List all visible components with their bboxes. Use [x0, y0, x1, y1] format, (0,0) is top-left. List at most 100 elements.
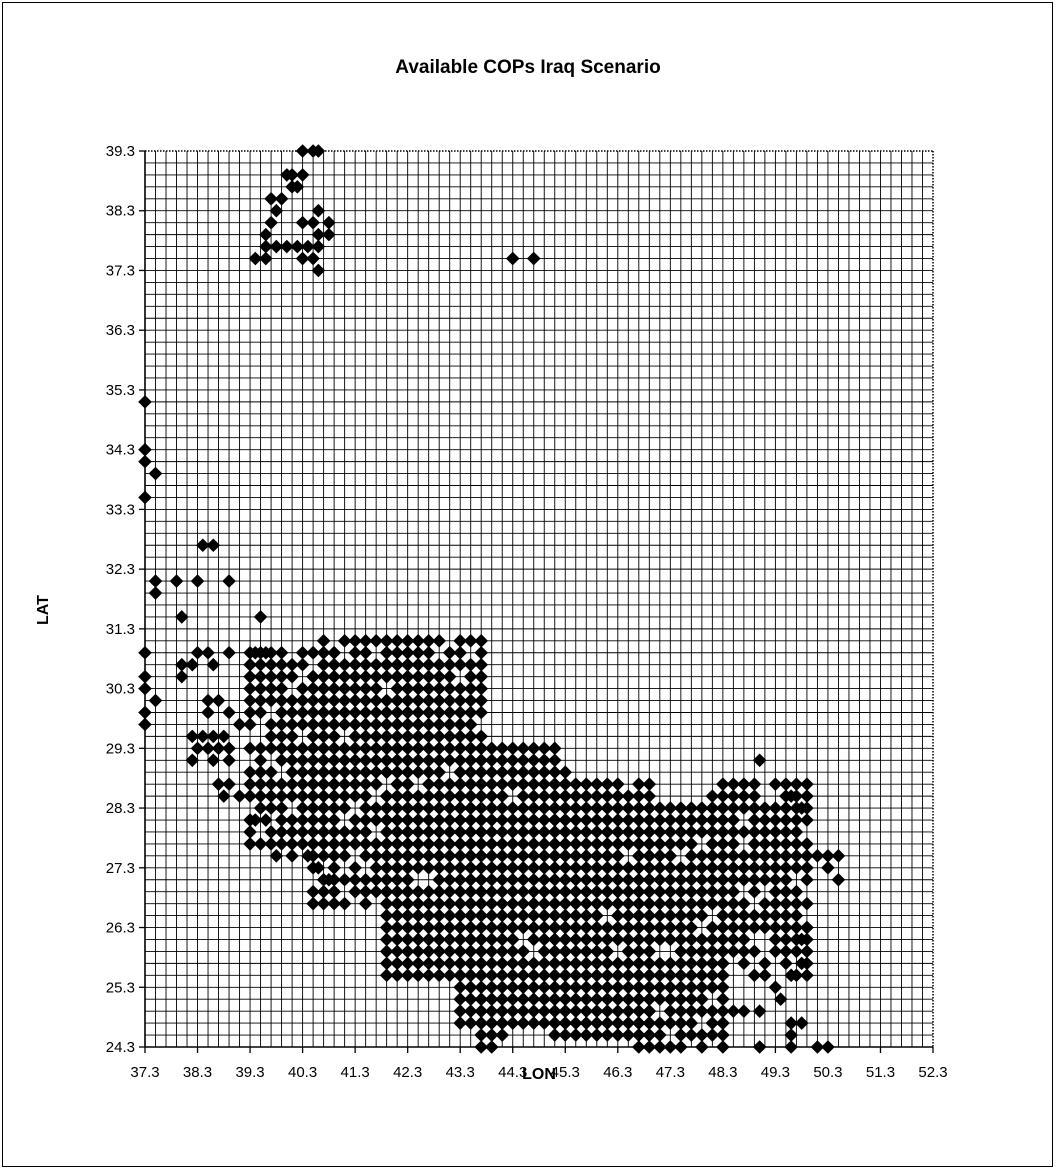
- data-point: [421, 825, 436, 839]
- data-point: [789, 837, 804, 851]
- data-point: [589, 872, 604, 887]
- x-tick-label: 39.3: [235, 1064, 264, 1081]
- data-point: [716, 1016, 730, 1030]
- data-point: [453, 705, 467, 720]
- data-point: [390, 872, 404, 887]
- data-point: [290, 239, 305, 254]
- data-point: [358, 837, 373, 851]
- data-point: [611, 884, 625, 899]
- data-point: [632, 825, 646, 839]
- data-point: [411, 920, 425, 935]
- data-point: [537, 789, 552, 803]
- data-point: [516, 896, 531, 911]
- data-point: [653, 1028, 667, 1042]
- data-point: [148, 574, 163, 588]
- data-point: [484, 1004, 499, 1018]
- data-point: [752, 753, 767, 768]
- data-point: [632, 884, 646, 899]
- data-point: [379, 753, 394, 768]
- data-point: [400, 753, 415, 768]
- x-tick-label: 48.3: [708, 1064, 737, 1081]
- data-point: [222, 705, 236, 720]
- data-point: [421, 932, 436, 947]
- data-point: [737, 1004, 751, 1018]
- data-point: [705, 944, 720, 959]
- data-point: [621, 920, 636, 935]
- data-point: [484, 813, 499, 827]
- data-point: [421, 657, 436, 672]
- data-point: [337, 634, 352, 648]
- data-point: [642, 861, 657, 875]
- data-point: [505, 753, 520, 768]
- data-point: [390, 645, 404, 660]
- data-point: [526, 753, 541, 768]
- data-point: [348, 693, 362, 708]
- data-point: [442, 693, 457, 708]
- data-point: [306, 645, 320, 660]
- data-point: [463, 741, 478, 756]
- data-point: [505, 932, 520, 947]
- data-point: [752, 1004, 767, 1018]
- data-point: [611, 1016, 625, 1030]
- data-point: [453, 825, 467, 839]
- data-point: [537, 956, 552, 971]
- data-point: [295, 753, 310, 768]
- data-point: [800, 801, 814, 815]
- data-point: [322, 227, 336, 242]
- data-point: [358, 849, 373, 863]
- data-point: [453, 1004, 467, 1018]
- data-point: [726, 777, 741, 791]
- data-point: [337, 717, 352, 732]
- data-point: [505, 992, 520, 1007]
- data-point: [484, 825, 499, 839]
- data-point: [358, 777, 373, 791]
- data-point: [243, 717, 257, 732]
- data-point: [379, 693, 394, 708]
- data-point: [463, 849, 478, 863]
- data-point: [348, 753, 362, 768]
- data-point: [516, 992, 531, 1007]
- data-point: [537, 884, 552, 899]
- data-point: [537, 741, 552, 756]
- data-point: [495, 849, 510, 863]
- data-point: [358, 634, 373, 648]
- data-point: [411, 944, 425, 959]
- data-point: [453, 741, 467, 756]
- data-point: [316, 777, 331, 791]
- data-point: [642, 884, 657, 899]
- data-point: [484, 956, 499, 971]
- data-point: [379, 920, 394, 935]
- data-point: [474, 884, 489, 899]
- data-point: [169, 574, 184, 588]
- data-point: [684, 1004, 699, 1018]
- data-point: [611, 1028, 625, 1042]
- data-point: [495, 980, 510, 995]
- data-point: [337, 872, 352, 887]
- data-point: [663, 956, 678, 971]
- data-point: [726, 837, 741, 851]
- data-point: [526, 251, 541, 266]
- data-point: [579, 872, 594, 887]
- data-point: [526, 980, 541, 995]
- data-point: [390, 765, 404, 780]
- x-tick-label: 43.3: [446, 1064, 475, 1081]
- data-point: [400, 956, 415, 971]
- data-point: [274, 681, 289, 696]
- data-point: [674, 968, 688, 983]
- data-point: [484, 777, 499, 791]
- data-point: [148, 586, 163, 600]
- data-point: [432, 861, 446, 875]
- data-point: [758, 956, 772, 971]
- data-point: [558, 956, 573, 971]
- data-point: [484, 932, 499, 947]
- data-point: [453, 896, 467, 911]
- data-point: [190, 645, 205, 660]
- data-point: [684, 813, 699, 827]
- data-point: [526, 992, 541, 1007]
- data-point: [621, 944, 636, 959]
- data-point: [579, 944, 594, 959]
- data-point: [463, 717, 478, 732]
- data-point: [379, 896, 394, 911]
- data-point: [463, 681, 478, 696]
- data-point: [568, 1028, 583, 1042]
